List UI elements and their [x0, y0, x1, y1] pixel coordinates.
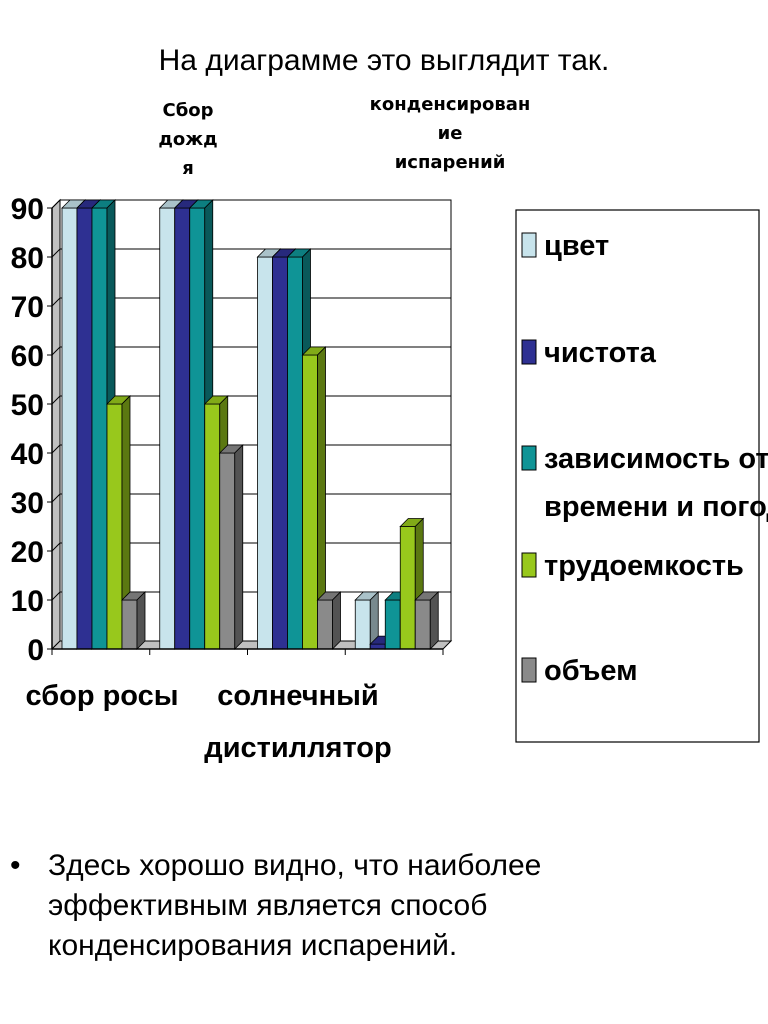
gridline-diagonal: [51, 248, 61, 258]
bar-front: [272, 256, 288, 650]
bar-front: [189, 207, 206, 650]
bar-side: [429, 591, 439, 650]
chart-side-wall: [51, 198, 61, 651]
bar-front: [106, 403, 123, 650]
legend-swatch: [521, 552, 537, 578]
bar-front: [287, 256, 303, 650]
condensation-label: конденсирован ие испарений: [369, 94, 531, 173]
gridline-diagonal: [51, 395, 61, 405]
conclusion-text: Здесь хорошо видно, что наиболее эффекти…: [48, 849, 542, 962]
chart-bars: [61, 199, 440, 650]
rain-collection-label: Сбор дожд я: [158, 100, 218, 179]
chart-legend: цвет чистота зависимость от времени и погод…: [515, 209, 768, 743]
category-label: дистиллятор: [204, 732, 391, 764]
bar-front: [317, 599, 333, 650]
bar-front: [159, 207, 176, 650]
bar-front: [414, 599, 431, 650]
category-label: сбор росы: [25, 680, 178, 712]
gridline-diagonal: [51, 493, 61, 503]
gridline-diagonal: [51, 591, 61, 601]
y-tick-label: 30: [11, 487, 44, 520]
bar-front: [76, 207, 93, 650]
bar-4-5: [414, 591, 440, 650]
legend-swatch: [521, 657, 537, 683]
legend-label: трудоемкость: [544, 550, 744, 582]
slide-title: На диаграмме это выглядит так.: [158, 44, 610, 77]
y-tick-label: 20: [11, 536, 44, 569]
legend-swatch: [521, 339, 537, 365]
gridline-diagonal: [51, 199, 61, 209]
legend-label: зависимость от: [544, 443, 768, 475]
bar-front: [354, 599, 371, 650]
y-tick-label: 80: [11, 242, 44, 275]
bar-side: [332, 591, 341, 650]
bar-side: [234, 444, 244, 650]
bullet-dot-icon: •: [10, 849, 21, 882]
bar-1-4: [106, 395, 131, 650]
bar-front: [121, 599, 138, 650]
y-tick-label: 90: [11, 193, 44, 226]
legend-label: чистота: [544, 337, 657, 369]
bar-front: [399, 526, 416, 650]
bar-front: [174, 207, 191, 650]
legend-label: времени и погоды: [544, 491, 768, 523]
gridline-diagonal: [51, 444, 61, 454]
legend-swatch: [521, 445, 537, 471]
y-tick-label: 70: [11, 291, 44, 324]
y-tick-label: 50: [11, 389, 44, 422]
gridline-diagonal: [51, 297, 61, 307]
y-tick-label: 60: [11, 340, 44, 373]
bar-front: [257, 256, 273, 650]
chart-axes: 0 10 20 30 40 50 60 70 80 90 сбор росы солнечный дис…: [11, 193, 444, 764]
bar-side: [136, 591, 146, 650]
legend-label: объем: [544, 655, 638, 687]
y-tick-label: 10: [11, 585, 44, 618]
bar-front: [61, 207, 78, 650]
bar-4-1: [354, 591, 380, 650]
bar-chart: 0 10 20 30 40 50 60 70 80 90 сбор росы солнечный дис…: [11, 193, 768, 764]
bar-2-5: [218, 444, 244, 650]
category-label: солнечный: [217, 680, 378, 712]
y-tick-label: 0: [27, 634, 44, 667]
legend-box: [515, 209, 760, 743]
bar-front: [302, 354, 318, 650]
bar-front: [219, 452, 236, 650]
gridline-diagonal: [51, 542, 61, 552]
bar-front: [384, 599, 401, 650]
legend-swatch: [521, 232, 537, 258]
bar-3-5: [316, 591, 342, 650]
bar-front: [91, 207, 108, 650]
bar-1-5: [121, 591, 146, 650]
gridline-diagonal: [51, 346, 61, 356]
legend-label: цвет: [544, 230, 609, 262]
bar-3-4: [301, 346, 327, 650]
bar-front: [204, 403, 221, 650]
y-tick-label: 40: [11, 438, 44, 471]
